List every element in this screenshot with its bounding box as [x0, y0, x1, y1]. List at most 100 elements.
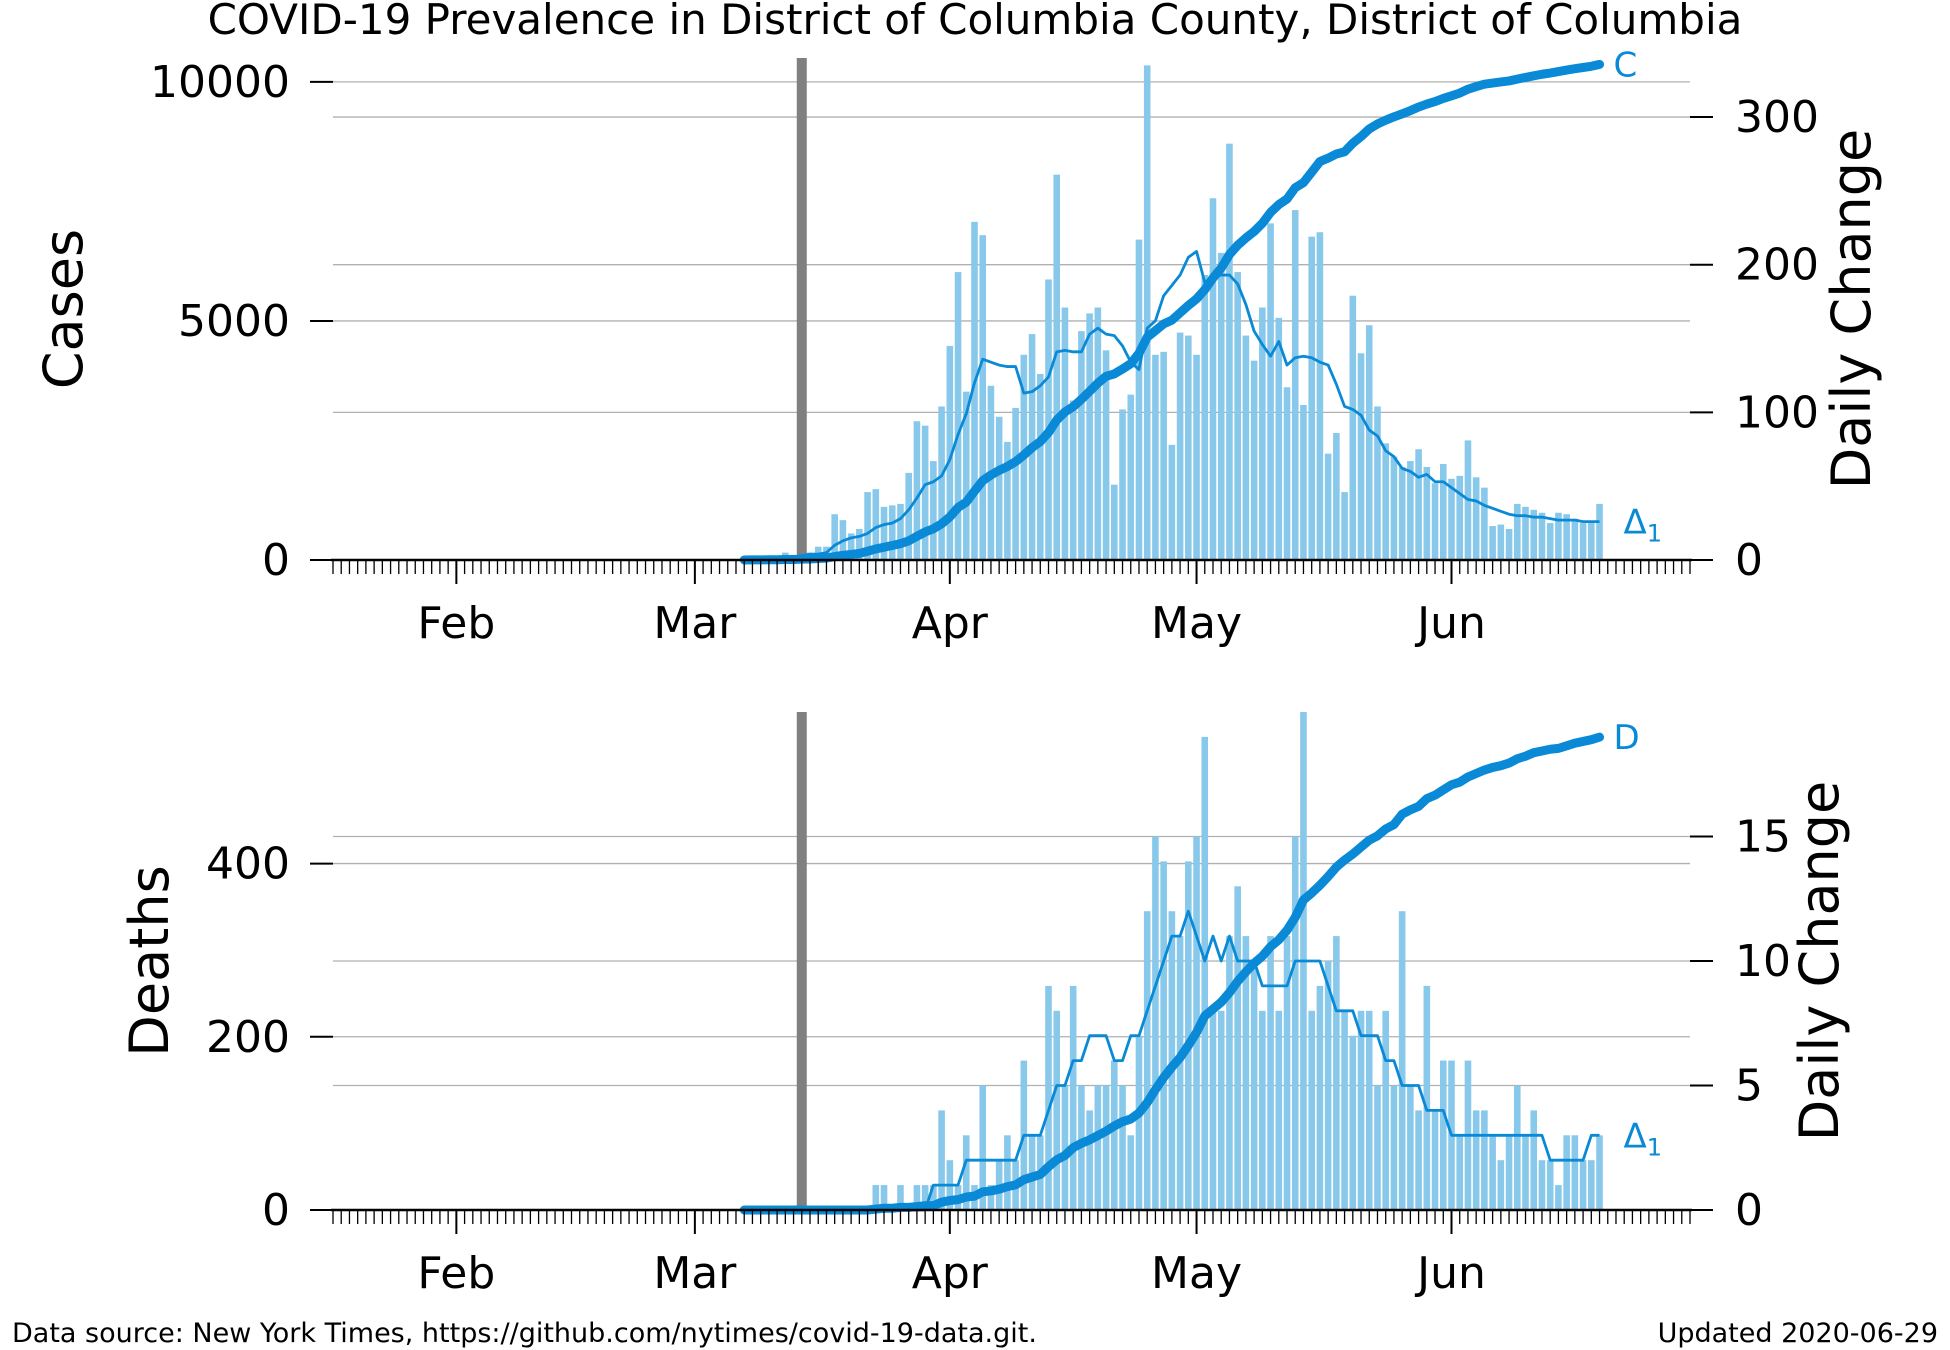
- y-right-tick-label: 300: [1735, 92, 1819, 143]
- daily-bar: [1374, 406, 1381, 560]
- daily-bar: [1176, 332, 1184, 560]
- daily-bar: [1505, 528, 1513, 560]
- delta-subscript: 1: [1647, 1133, 1662, 1161]
- chart-title: COVID-19 Prevalence in District of Colum…: [208, 0, 1743, 44]
- y-right-tick-label: 15: [1735, 812, 1791, 863]
- x-tick-label: May: [1151, 598, 1242, 649]
- daily-bar: [1160, 861, 1167, 1210]
- updated-date: Updated 2020-06-29: [1658, 1318, 1938, 1349]
- daily-bar: [913, 421, 921, 560]
- daily-bar: [930, 461, 937, 560]
- daily-bar: [1300, 404, 1307, 560]
- daily-bar: [1143, 911, 1151, 1210]
- daily-bar: [1571, 1135, 1579, 1210]
- daily-bar: [1563, 514, 1570, 560]
- daily-bar: [1505, 1135, 1513, 1210]
- x-tick-label: Jun: [1414, 1248, 1486, 1299]
- daily-bar: [1037, 373, 1044, 560]
- y-left-tick-label: 0: [262, 1185, 290, 1236]
- delta-end-label: Δ1: [1624, 503, 1663, 548]
- data-source-note: Data source: New York Times, https://git…: [12, 1318, 1037, 1349]
- daily-bar: [1341, 1010, 1348, 1210]
- daily-bar: [1349, 295, 1357, 560]
- daily-bar: [847, 533, 855, 560]
- daily-bar: [1209, 198, 1217, 560]
- daily-bar: [1185, 335, 1192, 560]
- daily-bar: [1308, 236, 1315, 560]
- daily-bar: [1415, 1110, 1422, 1210]
- daily-bar: [1111, 484, 1118, 560]
- daily-bar: [1324, 453, 1332, 560]
- daily-bar: [1135, 239, 1143, 561]
- y-right-tick-label: 100: [1735, 387, 1819, 438]
- daily-bar: [1431, 1110, 1439, 1210]
- daily-bar: [1555, 512, 1562, 560]
- daily-bar: [1004, 441, 1011, 560]
- marker-bar: [796, 58, 807, 560]
- x-tick-label: Jun: [1414, 598, 1486, 649]
- daily-bar: [1563, 1135, 1570, 1210]
- daily-bar: [1472, 477, 1480, 560]
- daily-bar: [1250, 961, 1258, 1210]
- daily-bar: [856, 528, 863, 560]
- daily-bar: [913, 1185, 921, 1210]
- daily-bar: [1275, 317, 1283, 560]
- daily-bar: [1193, 354, 1200, 560]
- daily-bar: [1333, 433, 1340, 560]
- daily-bar: [1439, 464, 1447, 560]
- daily-bar: [1448, 478, 1455, 560]
- daily-bar: [1439, 1060, 1447, 1210]
- daily-bar: [921, 425, 929, 560]
- daily-bar: [1275, 1010, 1283, 1210]
- daily-bar: [1267, 223, 1274, 561]
- delta-symbol: Δ: [1624, 503, 1647, 543]
- y-right-tick-label: 5: [1735, 1061, 1763, 1112]
- daily-bar: [1152, 836, 1159, 1210]
- daily-bar: [1217, 252, 1225, 560]
- daily-bar: [1152, 354, 1159, 560]
- daily-bar: [954, 272, 962, 560]
- daily-bar: [946, 345, 954, 560]
- y-left-axis-label: Deaths: [118, 865, 181, 1056]
- daily-bar: [1045, 279, 1052, 560]
- daily-bar: [921, 1185, 929, 1210]
- daily-bar: [831, 514, 838, 560]
- daily-bar: [1045, 985, 1052, 1210]
- daily-bar: [1209, 1010, 1217, 1210]
- y-left-tick-label: 0: [262, 535, 290, 586]
- daily-bar: [1308, 1010, 1315, 1210]
- daily-bar: [1069, 985, 1077, 1210]
- daily-bar: [1596, 503, 1603, 560]
- daily-bar: [1365, 1010, 1373, 1210]
- daily-bar: [1135, 1035, 1143, 1210]
- daily-bar: [1061, 1085, 1069, 1210]
- daily-bar: [1094, 307, 1102, 560]
- y-left-tick-label: 5000: [178, 296, 290, 347]
- daily-bar: [1226, 936, 1233, 1210]
- y-right-axis-label: Daily Change: [1820, 129, 1883, 490]
- daily-bar: [905, 472, 912, 560]
- daily-bar: [962, 1135, 970, 1210]
- daily-bar: [1538, 512, 1546, 560]
- daily-bar: [1111, 1060, 1118, 1210]
- daily-bar: [1234, 886, 1241, 1210]
- daily-bar: [1415, 449, 1422, 560]
- daily-bar: [979, 235, 987, 560]
- delta-subscript: 1: [1647, 520, 1662, 548]
- daily-bar: [1291, 836, 1299, 1210]
- y-right-tick-label: 200: [1735, 240, 1819, 291]
- daily-bar: [1316, 985, 1324, 1210]
- daily-bar: [1078, 331, 1085, 560]
- daily-bar: [1127, 394, 1135, 560]
- daily-bar: [979, 1085, 987, 1210]
- daily-bar: [880, 1185, 888, 1210]
- daily-bar: [1423, 466, 1431, 560]
- daily-bar: [1086, 1110, 1093, 1210]
- x-tick-label: May: [1151, 1248, 1242, 1299]
- daily-bar: [938, 1110, 945, 1210]
- x-tick-label: Feb: [417, 1248, 495, 1299]
- daily-bar: [1291, 210, 1299, 560]
- cumulative-end-label: C: [1614, 45, 1638, 85]
- daily-bar: [1398, 911, 1406, 1210]
- x-tick-label: Mar: [653, 598, 737, 649]
